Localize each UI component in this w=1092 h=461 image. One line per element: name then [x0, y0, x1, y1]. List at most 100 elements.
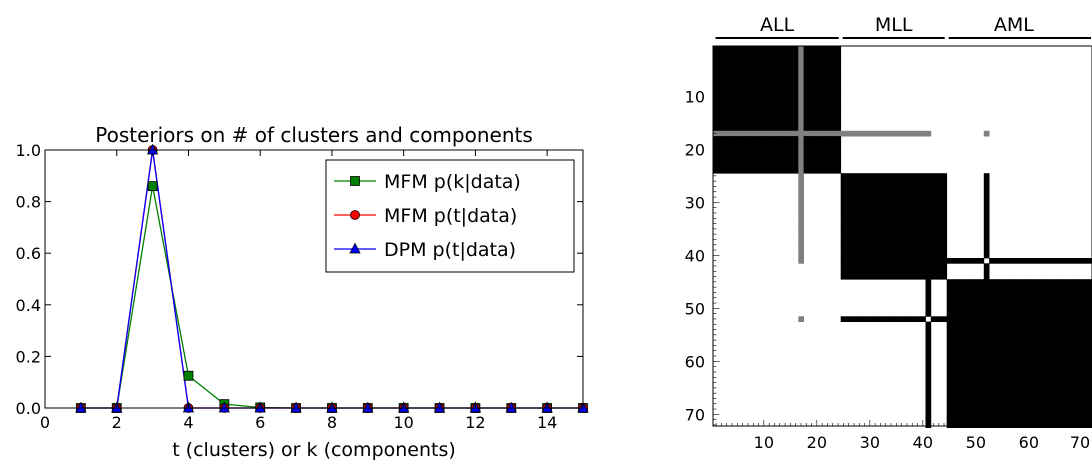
- heatmap-cell: [771, 157, 778, 163]
- heatmap-cell: [962, 369, 969, 375]
- heatmap-cell: [808, 93, 815, 100]
- heatmap-cell: [877, 199, 884, 206]
- heatmap-cell: [957, 295, 963, 301]
- heatmap-cell: [1068, 284, 1075, 291]
- heatmap-cell: [1089, 406, 1092, 413]
- heatmap-cell: [983, 178, 990, 185]
- heatmap-cell: [1058, 332, 1064, 338]
- heatmap-cell: [861, 173, 868, 179]
- heatmap-cell: [994, 279, 1001, 285]
- heatmap-cell: [1084, 311, 1091, 317]
- heatmap-cell: [994, 305, 1001, 312]
- heatmap-cell: [994, 395, 1001, 402]
- heatmap-cell: [846, 199, 852, 206]
- heatmap-cell: [941, 205, 948, 211]
- heatmap-cell: [909, 194, 916, 201]
- heatmap-cell: [771, 120, 778, 126]
- heatmap-cell: [994, 348, 1001, 354]
- heatmap-cell: [734, 157, 741, 163]
- heatmap-cell: [872, 268, 879, 275]
- heatmap-cell: [861, 199, 868, 206]
- heatmap-cell: [798, 247, 804, 254]
- heatmap-cell: [856, 183, 863, 190]
- heatmap-cell: [920, 183, 926, 190]
- heatmap-cell: [930, 183, 937, 190]
- heatmap-cell: [740, 130, 746, 137]
- heatmap-cell: [962, 316, 969, 322]
- heatmap-cell: [941, 183, 948, 190]
- heatmap-cell: [761, 83, 767, 89]
- heatmap-cell: [824, 141, 831, 148]
- heatmap-cell: [978, 369, 985, 375]
- heatmap-cell: [888, 205, 895, 211]
- heatmap-cell: [835, 104, 842, 110]
- heatmap-cell: [787, 56, 794, 63]
- heatmap-cell: [983, 305, 990, 312]
- heatmap-cell: [925, 284, 932, 291]
- heatmap-cell: [962, 411, 969, 418]
- heatmap-cell: [967, 342, 974, 349]
- heatmap-cell: [840, 316, 847, 322]
- heatmap-cell: [1042, 284, 1048, 291]
- heatmap-cell: [787, 162, 794, 169]
- heatmap-cell: [914, 268, 921, 275]
- heatmap-cell: [840, 173, 847, 179]
- heatmap-cell: [946, 379, 953, 386]
- heatmap-cell: [740, 152, 746, 158]
- heatmap-cell: [782, 120, 789, 126]
- heatmap-cell: [803, 114, 810, 121]
- heatmap-cell: [1036, 348, 1043, 354]
- heatmap-cell: [989, 369, 995, 375]
- heatmap-cell: [1047, 342, 1054, 349]
- x-tick-label: 30: [860, 433, 880, 452]
- heatmap-cell: [1047, 289, 1054, 296]
- heatmap-cell: [1005, 401, 1011, 407]
- heatmap-cell: [782, 46, 789, 52]
- heatmap-cell: [930, 220, 937, 227]
- heatmap-cell: [1010, 311, 1016, 317]
- heatmap-cell: [1042, 332, 1048, 338]
- heatmap-cell: [851, 226, 857, 232]
- heatmap-cell: [973, 279, 979, 285]
- heatmap-cell: [761, 72, 767, 79]
- heatmap-cell: [771, 125, 778, 132]
- heatmap-cell: [1036, 369, 1043, 375]
- heatmap-cell: [936, 252, 942, 259]
- heatmap-cell: [724, 152, 730, 158]
- heatmap-cell: [925, 220, 932, 227]
- heatmap-cell: [1036, 406, 1043, 413]
- heatmap-cell: [1052, 279, 1059, 285]
- heatmap-cell: [729, 109, 736, 116]
- heatmap-cell: [909, 178, 916, 185]
- heatmap-cell: [893, 173, 900, 179]
- heatmap-cell: [930, 258, 937, 264]
- heatmap-cell: [777, 136, 783, 142]
- heatmap-cell: [909, 189, 916, 195]
- heatmap-cell: [1010, 258, 1016, 264]
- heatmap-cell: [740, 61, 746, 68]
- heatmap-cell: [883, 268, 889, 275]
- heatmap-cell: [983, 205, 990, 211]
- heatmap-cell: [867, 268, 873, 275]
- heatmap-cell: [846, 189, 852, 195]
- heatmap-cell: [798, 205, 804, 211]
- heatmap-cell: [835, 99, 842, 105]
- heatmap-cell: [851, 316, 857, 322]
- heatmap-cell: [745, 109, 751, 116]
- heatmap-cell: [824, 61, 831, 68]
- heatmap-cell: [989, 311, 995, 317]
- heatmap-cell: [925, 321, 932, 328]
- heatmap-cell: [925, 311, 932, 317]
- heatmap-cell: [846, 215, 852, 222]
- heatmap-cell: [946, 342, 953, 349]
- heatmap-cell: [973, 326, 979, 333]
- heatmap-cell: [798, 88, 804, 95]
- heatmap-cell: [1084, 417, 1091, 423]
- heatmap-cell: [856, 236, 863, 243]
- heatmap-cell: [1068, 289, 1075, 296]
- heatmap-cell: [1079, 353, 1085, 360]
- heatmap-cell: [766, 56, 773, 63]
- heatmap-cell: [793, 93, 799, 100]
- heatmap-cell: [914, 220, 921, 227]
- heatmap-cell: [994, 311, 1001, 317]
